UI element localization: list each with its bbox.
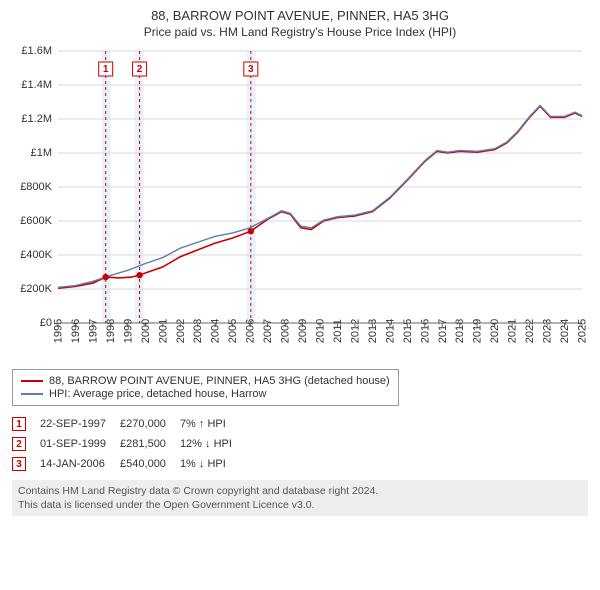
svg-text:2012: 2012 <box>349 319 361 343</box>
footer-line-1: Contains HM Land Registry data © Crown c… <box>18 484 582 498</box>
legend-item: 88, BARROW POINT AVENUE, PINNER, HA5 3HG… <box>21 375 390 387</box>
transaction-date: 22-SEP-1997 <box>40 414 120 434</box>
svg-text:1999: 1999 <box>122 319 134 343</box>
svg-text:2007: 2007 <box>262 319 274 343</box>
svg-text:2: 2 <box>137 64 143 75</box>
transaction-price: £540,000 <box>120 454 180 474</box>
svg-text:2024: 2024 <box>559 319 571 343</box>
table-row: 2 01-SEP-1999£281,50012% ↓ HPI <box>12 434 246 454</box>
legend-item: HPI: Average price, detached house, Harr… <box>21 388 390 400</box>
transaction-delta: 12% ↓ HPI <box>180 434 246 454</box>
legend-label: HPI: Average price, detached house, Harr… <box>49 388 266 400</box>
transaction-price: £270,000 <box>120 414 180 434</box>
svg-text:£200K: £200K <box>20 283 52 295</box>
svg-text:3: 3 <box>248 64 254 75</box>
legend: 88, BARROW POINT AVENUE, PINNER, HA5 3HG… <box>12 369 399 406</box>
svg-text:1997: 1997 <box>87 319 99 343</box>
svg-text:£0: £0 <box>40 317 52 329</box>
legend-label: 88, BARROW POINT AVENUE, PINNER, HA5 3HG… <box>49 375 390 387</box>
svg-text:2018: 2018 <box>454 319 466 343</box>
legend-swatch <box>21 380 43 382</box>
svg-text:2002: 2002 <box>175 319 187 343</box>
transaction-marker: 1 <box>12 417 26 431</box>
svg-text:2019: 2019 <box>472 319 484 343</box>
transaction-date: 01-SEP-1999 <box>40 434 120 454</box>
svg-text:2021: 2021 <box>507 319 519 343</box>
svg-text:2015: 2015 <box>402 319 414 343</box>
page-subtitle: Price paid vs. HM Land Registry's House … <box>12 25 588 39</box>
transaction-delta: 7% ↑ HPI <box>180 414 246 434</box>
page-title: 88, BARROW POINT AVENUE, PINNER, HA5 3HG <box>12 8 588 23</box>
transaction-price: £281,500 <box>120 434 180 454</box>
svg-text:2003: 2003 <box>192 319 204 343</box>
transactions-table: 1 22-SEP-1997£270,0007% ↑ HPI 2 01-SEP-1999… <box>12 414 246 474</box>
transaction-marker: 2 <box>12 437 26 451</box>
svg-text:2020: 2020 <box>489 319 501 343</box>
svg-text:£600K: £600K <box>20 215 52 227</box>
svg-text:£1.4M: £1.4M <box>21 79 52 91</box>
svg-text:2025: 2025 <box>577 319 588 343</box>
footer-line-2: This data is licensed under the Open Gov… <box>18 498 582 512</box>
footer-note: Contains HM Land Registry data © Crown c… <box>12 480 588 516</box>
svg-text:2004: 2004 <box>210 319 222 343</box>
svg-text:2001: 2001 <box>157 319 169 343</box>
svg-text:2017: 2017 <box>437 319 449 343</box>
transaction-delta: 1% ↓ HPI <box>180 454 246 474</box>
svg-text:2000: 2000 <box>140 319 152 343</box>
svg-text:2014: 2014 <box>384 319 396 343</box>
svg-text:2022: 2022 <box>524 319 536 343</box>
chart-container: 88, BARROW POINT AVENUE, PINNER, HA5 3HG… <box>0 0 600 524</box>
svg-text:2023: 2023 <box>542 319 554 343</box>
svg-text:2013: 2013 <box>367 319 379 343</box>
svg-text:2016: 2016 <box>419 319 431 343</box>
svg-text:1996: 1996 <box>70 319 82 343</box>
svg-text:£1.6M: £1.6M <box>21 45 52 57</box>
svg-text:2008: 2008 <box>280 319 292 343</box>
table-row: 3 14-JAN-2006£540,0001% ↓ HPI <box>12 454 246 474</box>
svg-text:£1.2M: £1.2M <box>21 113 52 125</box>
svg-text:1: 1 <box>103 64 109 75</box>
svg-text:1995: 1995 <box>53 319 65 343</box>
price-chart: £0 £200K £400K £600K £800K £1M £1.2M £1.4M £1.6M… <box>12 45 588 365</box>
transaction-date: 14-JAN-2006 <box>40 454 120 474</box>
svg-text:1998: 1998 <box>105 319 117 343</box>
table-row: 1 22-SEP-1997£270,0007% ↑ HPI <box>12 414 246 434</box>
svg-text:£800K: £800K <box>20 181 52 193</box>
svg-text:£400K: £400K <box>20 249 52 261</box>
svg-text:2005: 2005 <box>227 319 239 343</box>
svg-text:2009: 2009 <box>297 319 309 343</box>
legend-swatch <box>21 393 43 395</box>
svg-text:2010: 2010 <box>315 319 327 343</box>
svg-text:£1M: £1M <box>31 147 52 159</box>
transaction-marker: 3 <box>12 457 26 471</box>
